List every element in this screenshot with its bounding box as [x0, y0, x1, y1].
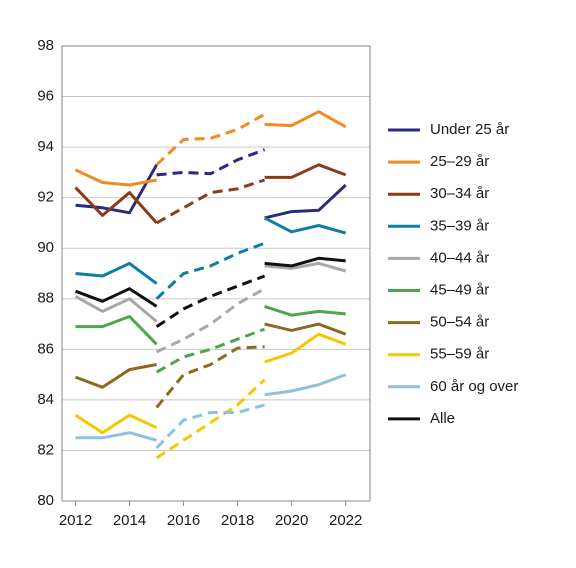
legend-label: Under 25 år — [430, 121, 509, 138]
series-line — [264, 183, 347, 220]
series-line — [264, 163, 347, 179]
x-tick-label: 2014 — [113, 512, 146, 529]
legend-label: 60 år og over — [430, 378, 518, 395]
y-tick-label: 92 — [37, 189, 54, 206]
series-line — [155, 345, 265, 409]
legend-label: 25–29 år — [430, 153, 489, 170]
series-line — [264, 322, 347, 336]
series-line — [264, 256, 346, 268]
x-tick-label: 2016 — [167, 512, 200, 529]
series-line — [155, 241, 266, 300]
x-tick-label: 2012 — [59, 512, 92, 529]
y-tick-label: 94 — [37, 138, 54, 155]
y-tick-label: 96 — [37, 88, 54, 105]
series-line — [264, 261, 347, 273]
series-line — [75, 164, 158, 215]
series-line — [75, 261, 158, 285]
series-line — [263, 216, 347, 235]
series-line — [264, 332, 347, 364]
legend-label: 35–39 år — [430, 217, 489, 234]
legend-label: 40–44 år — [430, 249, 489, 266]
series-line — [155, 327, 266, 374]
series-line — [74, 413, 158, 435]
y-tick-label: 90 — [37, 239, 54, 256]
x-tick-label: 2018 — [221, 512, 254, 529]
legend-label: 30–34 år — [430, 185, 489, 202]
plot-frame — [61, 45, 371, 502]
series-line — [155, 403, 266, 449]
series-line — [74, 287, 158, 308]
series-line — [264, 373, 347, 397]
series-line — [75, 431, 158, 442]
y-tick-label: 82 — [37, 441, 54, 458]
series-line — [155, 112, 266, 166]
y-tick-label: 80 — [37, 492, 54, 509]
series-line — [155, 178, 266, 225]
series-line — [75, 315, 158, 346]
x-tick-label: 2022 — [329, 512, 362, 529]
series-line — [155, 287, 266, 354]
series-line — [264, 304, 346, 317]
legend-label: 50–54 år — [430, 314, 489, 331]
series-line — [156, 148, 266, 177]
y-tick-label: 86 — [37, 340, 54, 357]
y-tick-label: 84 — [37, 391, 54, 408]
series-line — [74, 294, 158, 323]
legend-label: 55–59 år — [430, 346, 489, 363]
x-tick-label: 2020 — [275, 512, 308, 529]
y-tick-label: 98 — [37, 37, 54, 54]
legend-label: 45–49 år — [430, 281, 489, 298]
legend-label: Alle — [430, 410, 455, 427]
series-line — [264, 110, 347, 129]
series-line — [155, 274, 266, 328]
series-line — [155, 378, 266, 460]
series-line — [74, 363, 157, 389]
series-line — [74, 168, 157, 187]
series-line — [74, 186, 158, 224]
y-tick-label: 88 — [37, 290, 54, 307]
